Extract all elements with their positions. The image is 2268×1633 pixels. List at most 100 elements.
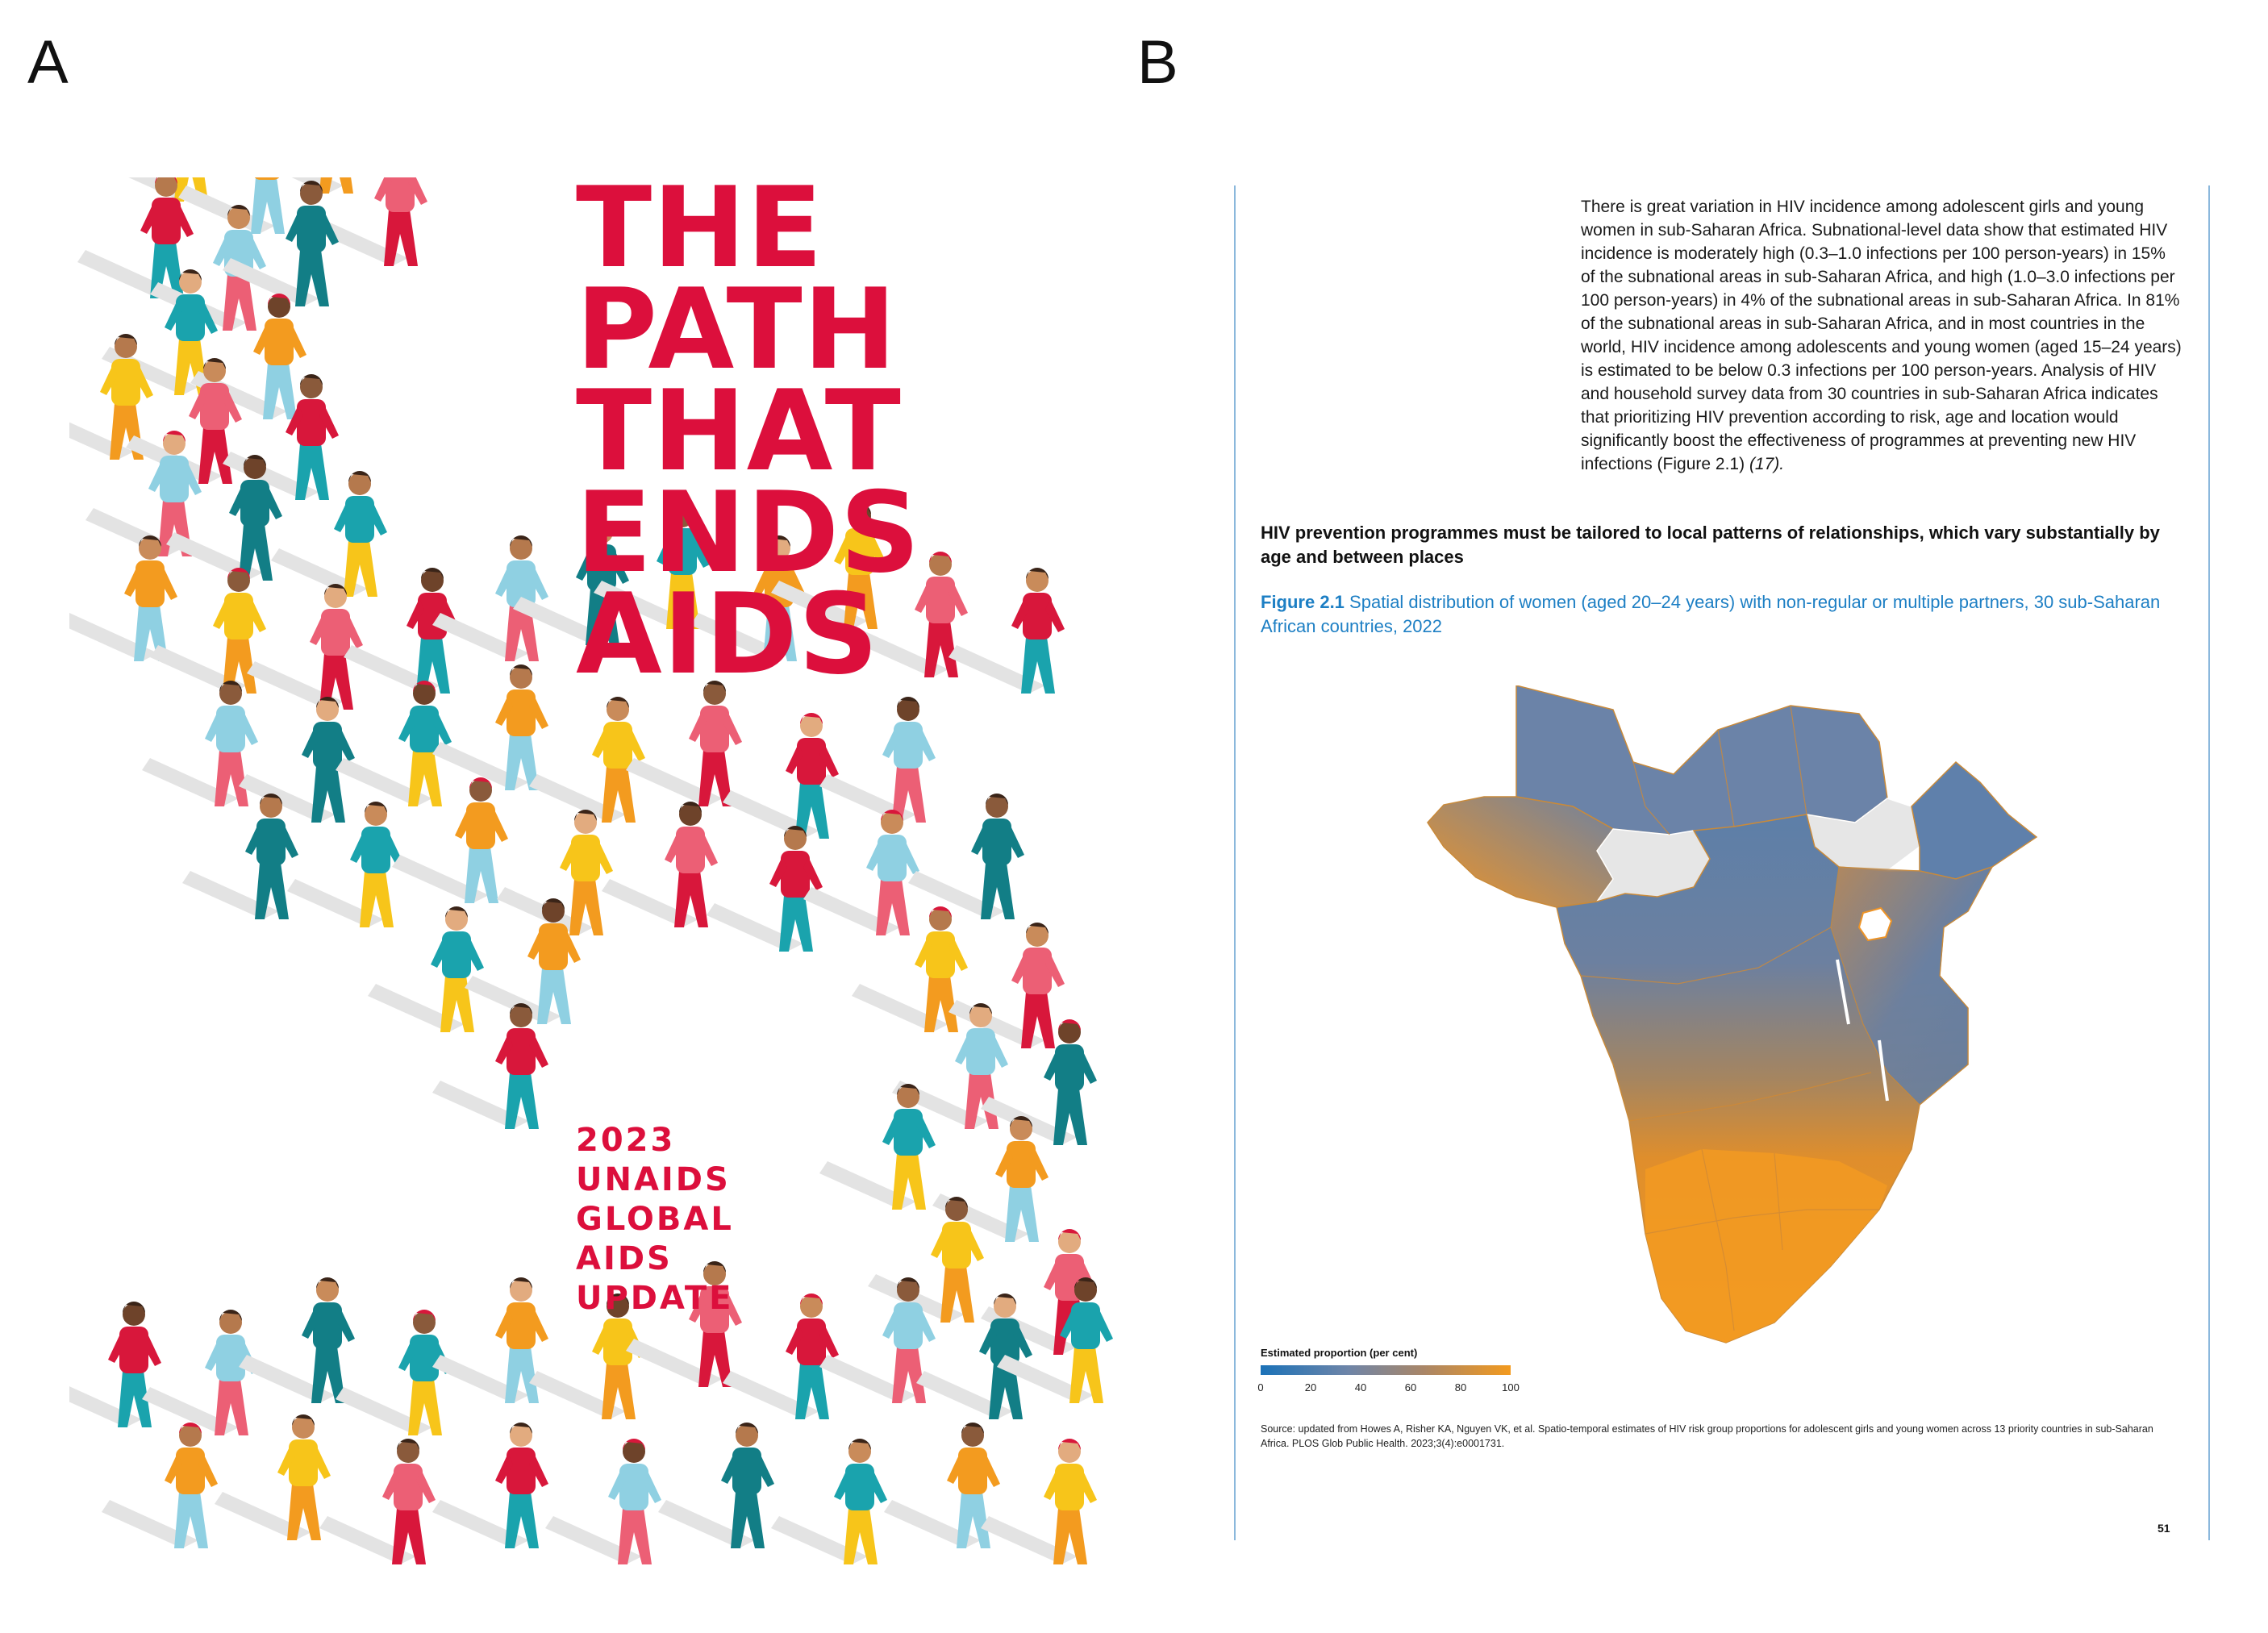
cover-title-line: PATH bbox=[576, 265, 898, 394]
walking-figure bbox=[819, 1084, 936, 1210]
walking-figure bbox=[392, 777, 508, 903]
walking-figure bbox=[142, 681, 258, 806]
cover-title-line: ENDS bbox=[576, 468, 921, 598]
walking-figure bbox=[142, 1310, 258, 1435]
page-left-rule bbox=[1234, 185, 1236, 1540]
page-right-rule bbox=[2208, 185, 2210, 1540]
body-paragraph: There is great variation in HIV incidenc… bbox=[1581, 195, 2182, 476]
report-page: There is great variation in HIV incidenc… bbox=[1234, 185, 2210, 1556]
body-citation: (17). bbox=[1749, 455, 1785, 473]
walking-figure bbox=[723, 713, 839, 839]
walking-figure bbox=[150, 568, 266, 694]
walking-figure bbox=[626, 1261, 742, 1387]
walking-figure bbox=[884, 1423, 1000, 1548]
legend-tick: 100 bbox=[1502, 1381, 1520, 1393]
map-legend: Estimated proportion (per cent) 0 20 40 … bbox=[1257, 1347, 1535, 1396]
report-cover: THE PATH THAT ENDS AIDS 2023 UNAIDS GLOB… bbox=[69, 177, 1150, 1621]
map-region-horn bbox=[1911, 760, 2038, 880]
walking-figure bbox=[432, 535, 548, 661]
walking-figure bbox=[981, 1439, 1097, 1564]
walking-figure bbox=[432, 1003, 548, 1129]
crowd-illustration bbox=[69, 177, 1113, 1564]
legend-ticks: 0 20 40 60 80 100 bbox=[1257, 1381, 1527, 1396]
cover-subtitle: 2023 UNAIDS GLOBAL AIDS UPDATE bbox=[576, 1121, 734, 1318]
legend-tick: 60 bbox=[1404, 1381, 1417, 1393]
cover-subtitle-line: 2023 bbox=[576, 1122, 676, 1159]
map-borders bbox=[1580, 705, 1879, 1331]
walking-figure bbox=[247, 584, 363, 710]
page-number: 51 bbox=[2158, 1522, 2170, 1535]
walking-figure bbox=[997, 1277, 1113, 1403]
walking-figure bbox=[182, 794, 298, 919]
cover-title-line: THE bbox=[576, 177, 823, 293]
map-region-southern-africa bbox=[1645, 1149, 1887, 1343]
walking-figure bbox=[948, 923, 1065, 1048]
highlight-heading: HIV prevention programmes must be tailor… bbox=[1261, 523, 2160, 567]
walking-figure bbox=[513, 519, 629, 645]
walking-figure bbox=[602, 802, 718, 927]
walking-figure bbox=[223, 181, 339, 306]
legend-tick: 40 bbox=[1354, 1381, 1367, 1393]
walking-figure bbox=[819, 1277, 936, 1403]
walking-figure bbox=[166, 455, 282, 581]
walking-figure bbox=[948, 568, 1065, 694]
walking-figure bbox=[432, 1277, 548, 1403]
walking-figure bbox=[178, 177, 285, 234]
figure-caption: Figure 2.1 Spatial distribution of women… bbox=[1261, 590, 2188, 639]
body-text: There is great variation in HIV incidenc… bbox=[1581, 198, 2182, 473]
legend-tick: 80 bbox=[1454, 1381, 1467, 1393]
figure-caption-text: Spatial distribution of women (aged 20–2… bbox=[1261, 592, 2161, 636]
walking-figure bbox=[287, 802, 403, 927]
map-lake-tanganyika bbox=[1836, 959, 1850, 1025]
walking-figure bbox=[126, 358, 242, 484]
cover-subtitle-line: UPDATE bbox=[576, 1280, 734, 1317]
walking-figure bbox=[344, 568, 460, 694]
panel-label-b: B bbox=[1137, 28, 1178, 97]
walking-figure bbox=[771, 503, 887, 629]
legend-color-bar bbox=[1261, 1365, 1511, 1375]
walking-figure bbox=[529, 697, 645, 823]
walking-figure bbox=[529, 1293, 645, 1419]
figure-label: Figure 2.1 bbox=[1261, 592, 1345, 612]
panel-label-a: A bbox=[27, 28, 69, 97]
walking-figure bbox=[545, 1439, 661, 1564]
walking-figure bbox=[626, 681, 742, 806]
cover-subtitle-line: GLOBAL bbox=[576, 1201, 734, 1238]
walking-figure bbox=[319, 1439, 436, 1564]
walking-figure bbox=[916, 1293, 1032, 1419]
walking-figure bbox=[239, 697, 355, 823]
walking-figure bbox=[852, 552, 968, 677]
source-note: Source: updated from Howes A, Risher KA,… bbox=[1261, 1423, 2153, 1449]
walking-figure bbox=[658, 1423, 774, 1548]
cover-title-line: AIDS bbox=[576, 569, 880, 699]
walking-figure bbox=[707, 826, 823, 952]
map-lake-victoria bbox=[1857, 906, 1893, 942]
walking-figure bbox=[215, 1414, 331, 1540]
walking-figure bbox=[368, 906, 484, 1032]
cover-subtitle-line: UNAIDS bbox=[576, 1161, 731, 1198]
legend-tick: 20 bbox=[1304, 1381, 1317, 1393]
walking-figure bbox=[771, 1439, 887, 1564]
walking-figure bbox=[432, 1423, 548, 1548]
walking-figure bbox=[69, 1302, 161, 1427]
cover-subtitle-line: AIDS bbox=[576, 1240, 673, 1277]
walking-figure bbox=[803, 810, 919, 935]
walking-figure bbox=[465, 898, 581, 1024]
legend-tick: 0 bbox=[1257, 1381, 1264, 1393]
walking-figure bbox=[594, 503, 710, 629]
africa-choropleth-map bbox=[1427, 685, 2038, 1343]
legend-title: Estimated proportion (per cent) bbox=[1261, 1347, 1418, 1359]
walking-figure bbox=[85, 431, 202, 556]
walking-figure bbox=[852, 906, 968, 1032]
walking-figure bbox=[908, 794, 1024, 919]
walking-figure bbox=[311, 177, 427, 266]
walking-figure bbox=[239, 1277, 355, 1403]
walking-figure bbox=[868, 1197, 984, 1323]
map-region-west-africa bbox=[1427, 796, 1615, 908]
walking-figure bbox=[271, 471, 387, 597]
walking-figure bbox=[723, 1293, 839, 1419]
walking-figure bbox=[432, 664, 548, 790]
cover-title: THE PATH THAT ENDS AIDS bbox=[576, 177, 921, 699]
walking-figure bbox=[819, 697, 936, 823]
cover-title-line: THAT bbox=[576, 366, 902, 496]
